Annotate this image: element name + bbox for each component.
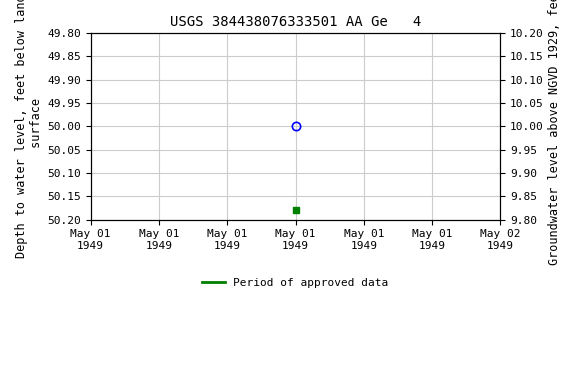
Y-axis label: Groundwater level above NGVD 1929, feet: Groundwater level above NGVD 1929, feet <box>548 0 561 265</box>
Title: USGS 384438076333501 AA Ge   4: USGS 384438076333501 AA Ge 4 <box>170 15 421 29</box>
Y-axis label: Depth to water level, feet below land
 surface: Depth to water level, feet below land su… <box>15 0 43 258</box>
Legend: Period of approved data: Period of approved data <box>198 274 393 293</box>
